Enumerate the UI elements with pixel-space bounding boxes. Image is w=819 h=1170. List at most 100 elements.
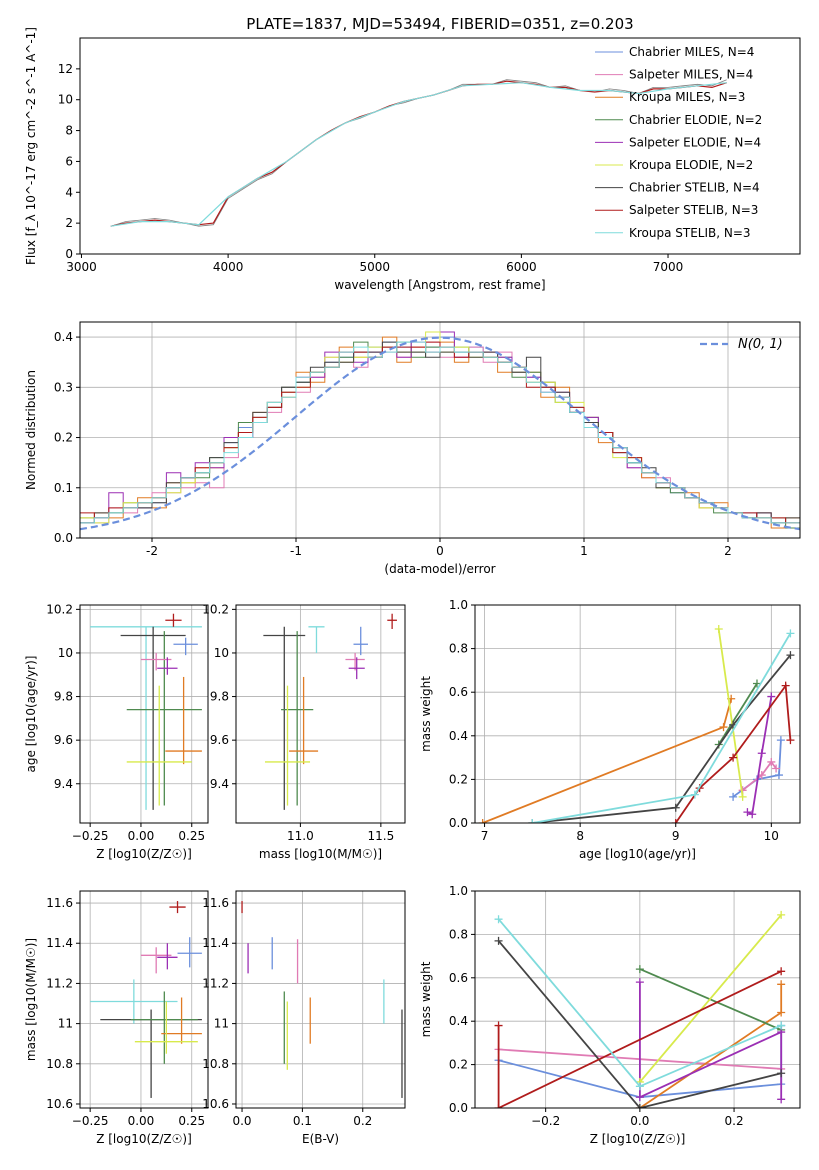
x-tick-label: -1: [290, 544, 302, 558]
legend-entry: Kroupa MILES, N=3: [629, 90, 745, 104]
data-point: [772, 764, 781, 773]
x-axis-label: wavelength [Angstrom, rest frame]: [334, 278, 545, 292]
plot-frame: [79, 604, 209, 824]
legend-entry: Kroupa ELODIE, N=2: [629, 158, 753, 172]
data-point: [635, 978, 644, 987]
y-tick-label: 1.0: [449, 598, 468, 612]
y-tick-label: 0.4: [54, 330, 73, 344]
x-axis-label: E(B-V): [302, 1132, 339, 1146]
legend-entry: Chabrier ELODIE, N=2: [629, 113, 762, 127]
plot-frame: [474, 604, 801, 824]
y-tick-label: 11.6: [46, 896, 73, 910]
y-tick-label: 9.6: [210, 733, 229, 747]
y-tick-label: 11: [214, 1017, 229, 1031]
series-Chabrier ELODIE: [717, 683, 758, 745]
legend-entry: N(0, 1): [738, 337, 783, 352]
data-point: [767, 692, 776, 701]
y-axis-label: mass [log10(M/M☉)]: [24, 938, 38, 1061]
data-point: [757, 749, 766, 758]
series-Kroupa ELODIE: [717, 628, 744, 797]
data-point: [494, 915, 503, 924]
x-tick-label: 0.25: [178, 829, 205, 843]
x-axis-label: (data-model)/error: [384, 562, 495, 576]
series-Salpeter ELODIE: [747, 696, 773, 816]
y-tick-label: 0.6: [449, 971, 468, 985]
x-tick-label: 7000: [653, 260, 684, 274]
y-tick-label: 10.8: [202, 1057, 229, 1071]
y-tick-label: 10: [58, 646, 73, 660]
x-tick-label: 6000: [506, 260, 537, 274]
y-tick-label: 0.2: [54, 431, 73, 445]
y-tick-label: 0.0: [449, 1101, 468, 1115]
y-tick-label: 10.6: [202, 1097, 229, 1111]
y-tick-label: 0.4: [449, 729, 468, 743]
y-tick-label: 4: [65, 185, 73, 199]
x-tick-label: 7: [481, 829, 489, 843]
y-tick-label: 0.4: [449, 1014, 468, 1028]
plot-frame: [79, 890, 209, 1109]
data-point: [635, 1082, 644, 1091]
y-tick-label: 0.3: [54, 380, 73, 394]
data-point: [738, 792, 747, 801]
data-point: [494, 1104, 503, 1108]
plot-area: [478, 624, 795, 823]
y-tick-label: 11.6: [202, 896, 229, 910]
x-tick-label: 0.1: [293, 1114, 312, 1128]
series-model-2: [110, 82, 727, 227]
panels: 3000 4000 5000 6000 7000024681012wavelength …: [24, 27, 801, 1146]
x-tick-label: −0.25: [72, 829, 109, 843]
gaussian-curve: [80, 336, 800, 531]
x-tick-label: 5000: [359, 260, 390, 274]
y-tick-label: 0.8: [449, 927, 468, 941]
data-point: [777, 980, 786, 989]
series-Kroupa ELODIE: [639, 914, 782, 1083]
plot-area: [263, 613, 397, 810]
legend-entry: Chabrier STELIB, N=4: [629, 181, 760, 195]
y-tick-label: 9.4: [210, 777, 229, 791]
y-tick-label: 0: [65, 247, 73, 261]
series-Chabrier STELIB: [532, 654, 792, 823]
y-tick-label: 0.6: [449, 685, 468, 699]
y-tick-label: 0.1: [54, 481, 73, 495]
data-point: [729, 753, 738, 762]
plot-area: [494, 910, 786, 1108]
chart-massweight-vs-age: 7 8 9 10 0.0 0.2 0.4 0.6 0.8 1.0 age [log10(age/yr…: [419, 598, 801, 861]
data-point: [781, 681, 790, 690]
plot-frame: [79, 321, 801, 539]
data-point: [777, 1021, 786, 1030]
x-tick-label: 2: [724, 544, 732, 558]
plot-area: [110, 79, 727, 227]
x-tick-label: −0.2: [531, 1114, 560, 1128]
plot-frame: [235, 890, 406, 1109]
y-tick-label: 9.8: [210, 690, 229, 704]
legend-entry: Chabrier MILES, N=4: [629, 45, 754, 59]
x-tick-label: 1: [580, 544, 588, 558]
data-point: [743, 808, 752, 817]
y-tick-label: 10.2: [202, 602, 229, 616]
data-point: [635, 1093, 644, 1102]
x-tick-label: 4000: [213, 260, 244, 274]
x-tick-label: 8: [576, 829, 584, 843]
data-point: [752, 679, 761, 688]
y-axis-label: age [log10(age/yr)]: [24, 656, 38, 773]
series-Kroupa MILES: [639, 984, 783, 1108]
x-tick-label: 0.00: [128, 829, 155, 843]
y-tick-label: 8: [65, 124, 73, 138]
y-tick-label: 11.2: [46, 976, 73, 990]
data-point: [671, 819, 680, 823]
data-point: [635, 965, 644, 974]
plot-frame: [474, 890, 801, 1109]
y-axis-label: Normed distribution: [24, 370, 38, 490]
y-tick-label: 0.0: [54, 531, 73, 545]
data-point: [494, 1021, 503, 1030]
data-point: [478, 819, 487, 823]
x-tick-label: 9: [672, 829, 680, 843]
data-point: [714, 624, 723, 633]
data-point: [635, 1104, 644, 1108]
y-tick-label: 11.4: [46, 936, 73, 950]
series-Kroupa MILES: [482, 698, 733, 823]
legend-entry: Kroupa STELIB, N=3: [629, 226, 751, 240]
y-tick-label: 1.0: [449, 884, 468, 898]
data-point: [776, 736, 785, 745]
data-point: [777, 1095, 786, 1104]
